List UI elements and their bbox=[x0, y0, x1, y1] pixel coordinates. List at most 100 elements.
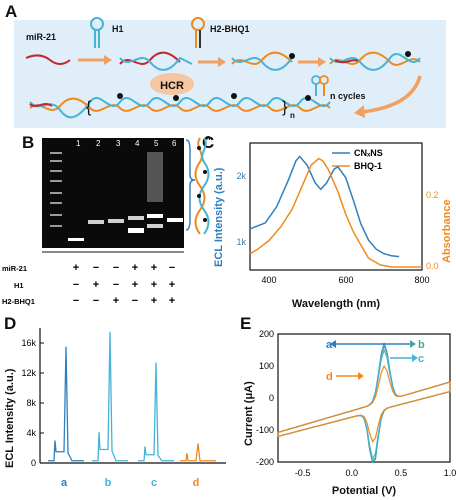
chart-c-xtick-600: 600 bbox=[338, 275, 353, 285]
chart-c-y2tick-0: 0.0 bbox=[426, 261, 439, 271]
chart-c-legend: CNₓNS BHQ-1 bbox=[332, 148, 383, 171]
chart-e-ytick: 100 bbox=[259, 361, 274, 371]
lane-number-4: 4 bbox=[135, 139, 140, 148]
mir21-label: miR-21 bbox=[26, 32, 56, 42]
chart-d-categories: a b c d bbox=[61, 477, 199, 489]
chart-d-yticks: 0 4k 8k 12k 16k bbox=[21, 338, 44, 468]
chart-e-label-c: c bbox=[418, 353, 424, 365]
gel-lane-numbers: 1 2 3 4 5 6 bbox=[76, 139, 177, 148]
chart-e-ylabel: Current (μA) bbox=[243, 381, 255, 446]
hcr-scheme-svg: miR-21 H1 H2-BHQ1 HCR n cycles { } n bbox=[25, 17, 422, 120]
chart-d-trace-d bbox=[180, 443, 216, 462]
cycle-arrow-head bbox=[354, 105, 365, 118]
chart-e-ytick: 0 bbox=[269, 393, 274, 403]
duplex-2-cyan bbox=[231, 57, 293, 71]
gel-marks: + − − + + −− + − + + +− − + − + + bbox=[73, 262, 175, 307]
h2-loop bbox=[191, 17, 205, 31]
chart-d-category-b: b bbox=[105, 477, 112, 489]
gel-ladder bbox=[50, 152, 62, 227]
polymer-dot-1 bbox=[117, 93, 123, 99]
gel-dot-3 bbox=[197, 194, 201, 198]
chart-d-trace-c bbox=[138, 362, 174, 462]
lane-number-2: 2 bbox=[96, 139, 101, 148]
h1-loop bbox=[90, 17, 104, 31]
gel-mark: − bbox=[73, 295, 79, 307]
chart-e-arrow-d-head bbox=[358, 372, 364, 380]
gel-dot-2 bbox=[203, 170, 207, 174]
panel-letter-e: E bbox=[240, 314, 252, 333]
lane-number-6: 6 bbox=[172, 139, 177, 148]
gel-mark: + bbox=[151, 279, 157, 291]
chart-e-arrow-a-head-r bbox=[410, 340, 416, 348]
gel-table: miR-21 H1 H2-BHQ1 bbox=[2, 264, 35, 306]
polymer-n: n bbox=[290, 111, 295, 120]
chart-e-xlabel: Potential (V) bbox=[332, 485, 397, 497]
chart-d-ylabel: ECL Intensity (a.u.) bbox=[4, 368, 16, 468]
gel-mark: + bbox=[151, 295, 157, 307]
polymer-dot-3 bbox=[231, 93, 237, 99]
chart-d-ytick: 0 bbox=[31, 458, 36, 468]
lane-number-1: 1 bbox=[76, 139, 81, 148]
chart-e-label-b: b bbox=[418, 339, 425, 351]
gel-mark: + bbox=[169, 279, 175, 291]
bhq-dot-1 bbox=[289, 53, 295, 59]
chart-e-arrow-a-head-l bbox=[330, 340, 336, 348]
duplex-1-red bbox=[119, 51, 181, 65]
gel-mark: + bbox=[132, 262, 138, 274]
chart-e-ytick: 200 bbox=[259, 329, 274, 339]
arrow-2-head bbox=[218, 57, 226, 67]
chart-e-ytick: -200 bbox=[256, 457, 274, 467]
duplex-3-red bbox=[334, 59, 359, 64]
chart-d-category-d: d bbox=[193, 477, 200, 489]
gel-mark: − bbox=[113, 262, 119, 274]
gel-mark: + bbox=[113, 295, 119, 307]
chart-e-arrow-c-head bbox=[412, 354, 418, 362]
panel-letter-d: D bbox=[4, 314, 17, 333]
chart-c-ytick-1k: 1k bbox=[236, 237, 246, 247]
chart-e-ticks: -0.5 0.0 0.5 1.0 -200 -100 0 100 200 bbox=[256, 329, 456, 478]
gel-mark: − bbox=[93, 295, 99, 307]
bhq-dot-2 bbox=[405, 51, 411, 57]
h2-label: H2-BHQ1 bbox=[210, 24, 250, 34]
h1-label: H1 bbox=[112, 24, 124, 34]
chart-e-series bbox=[277, 341, 451, 464]
chart-e: Current (μA) Potential (V) -0.5 0.0 0.5 1.0… bbox=[243, 329, 456, 497]
legend-label-bhq1: BHQ-1 bbox=[354, 161, 382, 171]
chart-e-cv-c bbox=[277, 348, 451, 461]
gel-mark: + bbox=[93, 279, 99, 291]
mir21-strand bbox=[25, 54, 71, 65]
gel-mark: − bbox=[113, 279, 119, 291]
chart-c-ytick-2k: 2k bbox=[236, 171, 246, 181]
cycle-arrow bbox=[361, 75, 422, 114]
gel-bands bbox=[68, 152, 183, 241]
polymer-bracket-left: { bbox=[86, 99, 92, 116]
gel-dot-1 bbox=[197, 146, 201, 150]
chart-c-xtick-800: 800 bbox=[414, 275, 429, 285]
hcr-oval bbox=[150, 73, 194, 95]
chart-c-frame bbox=[249, 142, 423, 271]
chart-e-xtick: 0.0 bbox=[345, 468, 358, 478]
lane-number-5: 5 bbox=[154, 139, 159, 148]
chart-e-ytick: -100 bbox=[256, 425, 274, 435]
row-label-h2: H2-BHQ1 bbox=[2, 297, 35, 306]
chart-d-ytick: 16k bbox=[21, 338, 36, 348]
chart-e-cv-a bbox=[277, 341, 451, 464]
chart-c-y2label: Absorbance bbox=[441, 199, 453, 263]
gel-mark: + bbox=[169, 295, 175, 307]
chart-d-category-c: c bbox=[151, 477, 157, 489]
duplex-2-orange bbox=[231, 51, 293, 65]
chart-d-ytick: 4k bbox=[26, 428, 36, 438]
gel-polymer-icon-2 bbox=[198, 137, 210, 235]
gel-mark: − bbox=[169, 262, 175, 274]
gel-brace bbox=[185, 139, 196, 231]
chart-e-xtick: 1.0 bbox=[444, 468, 456, 478]
chart-e-cv-d bbox=[277, 364, 451, 443]
gel-mark: + bbox=[73, 262, 79, 274]
gel-mark: − bbox=[132, 295, 138, 307]
chart-c-y2tick-02: 0.2 bbox=[426, 190, 439, 200]
gel-n-label: n bbox=[206, 135, 210, 142]
polymer-dot-2 bbox=[173, 95, 179, 101]
gel-mark: + bbox=[151, 262, 157, 274]
arrow-3-head bbox=[318, 57, 326, 67]
chart-c: ECL Intensity (a.u.) Absorbance Waveleng… bbox=[213, 142, 453, 310]
